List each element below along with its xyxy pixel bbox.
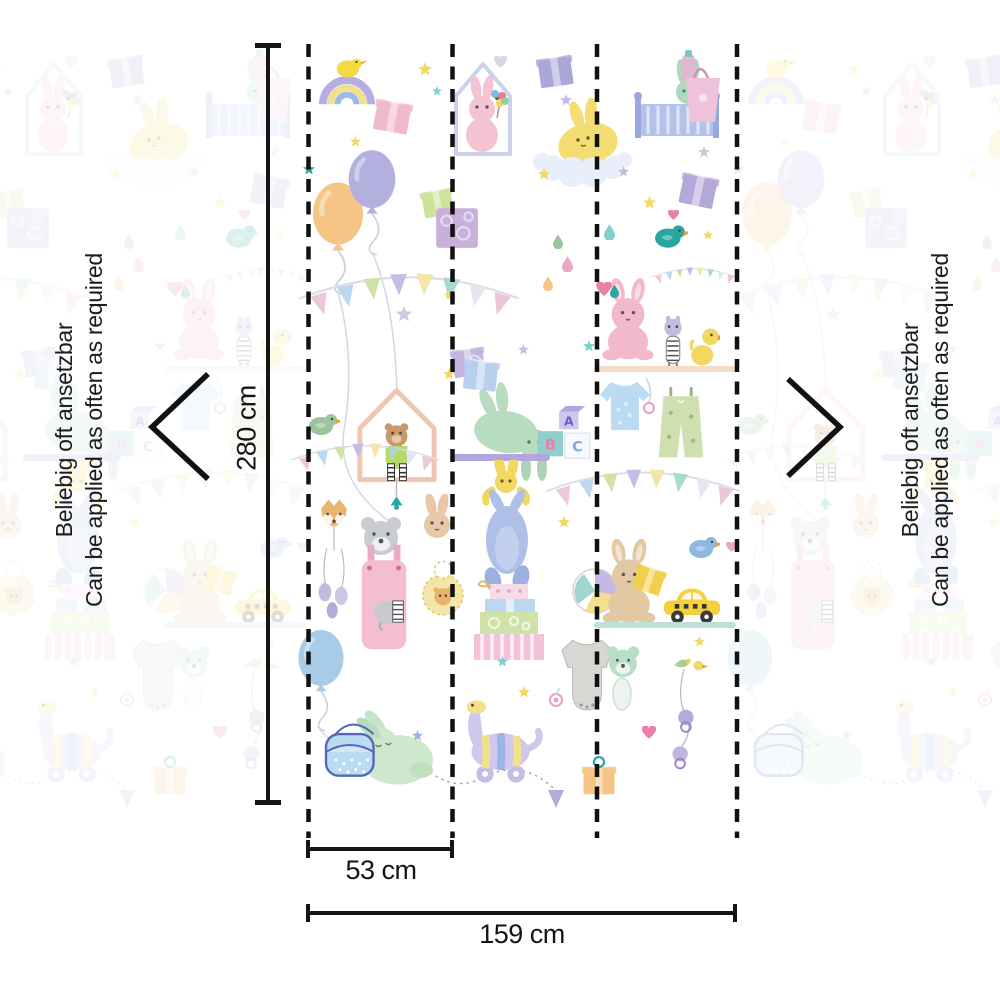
panel-seam-lines bbox=[306, 44, 740, 838]
pennant-garland-icon bbox=[650, 266, 738, 285]
dino-pull-toy-icon bbox=[467, 700, 540, 782]
repeat-right-chevron-icon bbox=[786, 376, 845, 479]
height-dim-bottom-cap bbox=[255, 800, 281, 805]
total-width-dim-right-cap bbox=[733, 904, 737, 922]
pattern-repeat-faded-right bbox=[720, 50, 1000, 808]
pacifier-mobile-icon bbox=[671, 657, 709, 770]
gift-stack-icon bbox=[472, 580, 546, 662]
abc-blocks-icon bbox=[537, 406, 591, 459]
balloon-string bbox=[337, 291, 391, 523]
panel-width-dim-right-cap bbox=[450, 840, 454, 858]
bunny-house-frame-icon bbox=[454, 62, 512, 156]
gift-icon bbox=[460, 353, 502, 393]
overalls-icon bbox=[360, 543, 408, 651]
bib-icon bbox=[422, 560, 464, 616]
duck-toy-icon bbox=[690, 326, 720, 370]
sleeping-bunny-icon bbox=[324, 706, 435, 786]
shelf-bar bbox=[594, 622, 736, 628]
pennant-garland-icon bbox=[290, 442, 440, 474]
swing-string bbox=[371, 251, 398, 391]
side-note-right-german: Beliebig oft ansetzbar bbox=[897, 322, 923, 538]
panel-width-dimension-label: 53 cm bbox=[345, 855, 417, 885]
baby-shirt-icon bbox=[598, 380, 652, 432]
gift-icon bbox=[435, 207, 479, 249]
pattern-tile bbox=[290, 48, 742, 808]
pennant-garland-icon bbox=[544, 468, 742, 509]
heart-icon bbox=[642, 726, 656, 739]
baby-pants-icon bbox=[657, 385, 705, 459]
height-dim-line bbox=[266, 45, 270, 803]
total-width-dim-line bbox=[308, 911, 736, 915]
bird-icon bbox=[309, 414, 340, 435]
onesie-icon bbox=[561, 639, 613, 711]
dimension-marks bbox=[255, 43, 737, 922]
side-note-left-english: Can be applied as often as required bbox=[81, 253, 107, 607]
side-note-left: Beliebig oft ansetzbar Can be applied as… bbox=[49, 253, 109, 607]
repeat-left-chevron-icon bbox=[147, 372, 210, 482]
bear-body bbox=[612, 677, 632, 711]
pacifier-clip-icon bbox=[643, 377, 655, 414]
gift-icon bbox=[676, 165, 722, 211]
zebra-toy-icon bbox=[663, 316, 683, 372]
draped-bunny-icon bbox=[474, 382, 549, 481]
bear-head-icon bbox=[606, 646, 640, 678]
gift-icon bbox=[370, 92, 416, 136]
bunny-head-icon bbox=[423, 494, 451, 539]
bird-icon bbox=[689, 537, 720, 558]
balloon-icon bbox=[299, 630, 344, 731]
panel-width-dim-line bbox=[308, 847, 453, 851]
heart-icon bbox=[668, 210, 679, 220]
pacifier-icon bbox=[549, 687, 563, 707]
bird-icon bbox=[655, 225, 688, 248]
fox-mobile-icon bbox=[317, 498, 349, 620]
shelf-bar bbox=[452, 454, 550, 461]
side-note-right-english: Can be applied as often as required bbox=[927, 253, 953, 607]
rainbow-bird-icon bbox=[323, 59, 371, 105]
total-width-dimension-label: 159 cm bbox=[479, 919, 565, 949]
pennant-garland-icon bbox=[298, 272, 520, 319]
side-note-left-german: Beliebig oft ansetzbar bbox=[51, 322, 77, 538]
gift-icon bbox=[533, 48, 577, 90]
height-dimension-label: 280 cm bbox=[231, 385, 262, 471]
taxi-car-icon bbox=[662, 587, 722, 625]
pennant-icon bbox=[548, 790, 564, 808]
shelf-bar bbox=[594, 366, 736, 372]
side-note-right: Beliebig oft ansetzbar Can be applied as… bbox=[895, 253, 955, 607]
